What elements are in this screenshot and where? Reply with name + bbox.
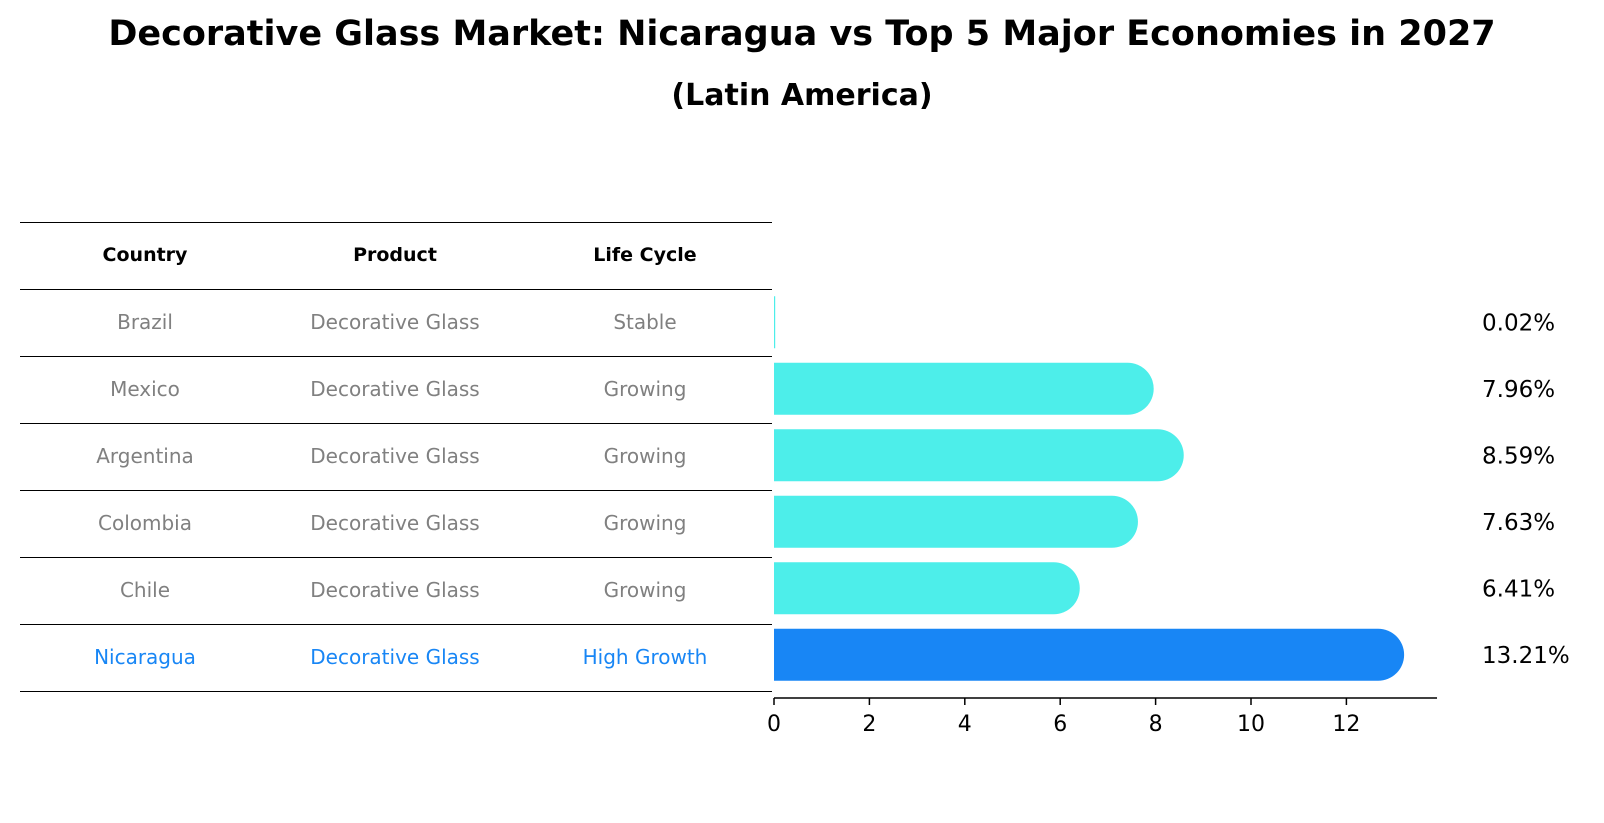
table-row: Argentina Decorative Glass Growing xyxy=(20,423,772,490)
value-label: 13.21% xyxy=(1482,643,1570,669)
x-tick-label: 4 xyxy=(958,712,972,737)
table-rule xyxy=(20,490,772,491)
x-tick-label: 2 xyxy=(862,712,876,737)
header-product: Product xyxy=(353,244,437,266)
table-rule xyxy=(20,289,772,290)
bar-brazil xyxy=(774,296,776,349)
bar-nicaragua xyxy=(774,628,1405,681)
value-label: 8.59% xyxy=(1482,443,1555,469)
header-country: Country xyxy=(102,244,188,266)
table-row: Nicaragua Decorative Glass High Growth xyxy=(20,624,772,691)
table-row: Brazil Decorative Glass Stable xyxy=(20,289,772,356)
header-life-cycle: Life Cycle xyxy=(593,244,697,266)
cell-country: Brazil xyxy=(117,310,173,334)
table-rule xyxy=(20,356,772,357)
bar-chile xyxy=(774,562,1080,615)
cell-life-cycle: High Growth xyxy=(582,645,708,669)
value-label: 7.63% xyxy=(1482,510,1555,536)
chart-title: Decorative Glass Market: Nicaragua vs To… xyxy=(108,14,1496,54)
cell-life-cycle: Growing xyxy=(603,511,687,535)
chart-subtitle: (Latin America) xyxy=(671,78,933,113)
cell-life-cycle: Growing xyxy=(603,377,687,401)
cell-product: Decorative Glass xyxy=(310,578,480,602)
table-row: Mexico Decorative Glass Growing xyxy=(20,356,772,423)
cell-life-cycle: Stable xyxy=(613,310,677,334)
cell-country: Mexico xyxy=(110,377,180,401)
x-tick-label: 8 xyxy=(1149,712,1163,737)
bar-colombia xyxy=(774,495,1138,548)
x-tick-label: 12 xyxy=(1332,712,1360,737)
bar-mexico xyxy=(774,362,1154,415)
table-rule xyxy=(20,624,772,625)
value-label: 6.41% xyxy=(1482,576,1555,602)
cell-product: Decorative Glass xyxy=(310,377,480,401)
cell-life-cycle: Growing xyxy=(603,444,687,468)
table-row: Chile Decorative Glass Growing xyxy=(20,557,772,624)
cell-country: Argentina xyxy=(96,444,194,468)
table-rule xyxy=(20,691,772,692)
x-tick-label: 10 xyxy=(1237,712,1265,737)
cell-country: Chile xyxy=(119,578,171,602)
cell-product: Decorative Glass xyxy=(310,511,480,535)
bar-argentina xyxy=(774,429,1184,482)
cell-product: Decorative Glass xyxy=(310,444,480,468)
table-rule xyxy=(20,423,772,424)
table-row: Colombia Decorative Glass Growing xyxy=(20,490,772,557)
cell-country: Nicaragua xyxy=(94,645,196,669)
cell-country: Colombia xyxy=(98,511,192,535)
table-rule xyxy=(20,557,772,558)
table-header-row: Country Product Life Cycle xyxy=(20,222,772,289)
value-label: 0.02% xyxy=(1482,310,1555,336)
cell-life-cycle: Growing xyxy=(603,578,687,602)
x-tick-label: 0 xyxy=(767,712,781,737)
cell-product: Decorative Glass xyxy=(310,645,480,669)
value-label: 7.96% xyxy=(1482,377,1555,403)
table-rule xyxy=(20,222,772,223)
x-tick-label: 6 xyxy=(1053,712,1067,737)
cell-product: Decorative Glass xyxy=(310,310,480,334)
